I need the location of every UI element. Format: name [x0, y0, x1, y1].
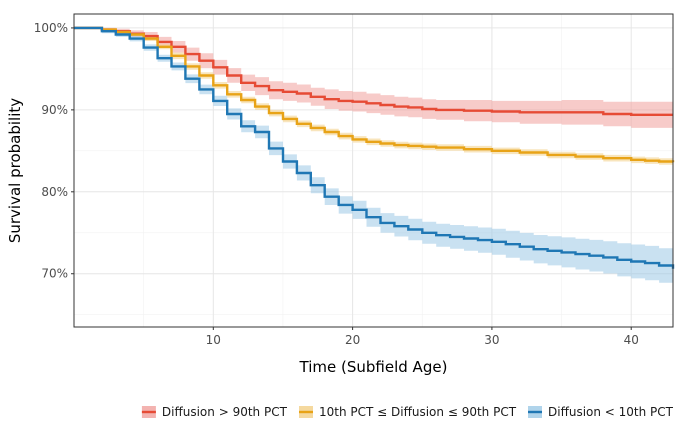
x-axis-title: Time (Subfield Age): [299, 358, 448, 376]
y-axis-title: Survival probability: [6, 98, 24, 243]
x-tick-label: 30: [484, 333, 499, 347]
legend-item-1: 10th PCT ≤ Diffusion ≤ 90th PCT: [299, 405, 517, 419]
x-tick-label: 10: [206, 333, 221, 347]
x-axis-ticks: 10 20 30 40: [206, 327, 639, 347]
y-tick-label: 90%: [41, 103, 68, 117]
y-axis-ticks: 70% 80% 90% 100%: [34, 21, 74, 281]
legend-label: 10th PCT ≤ Diffusion ≤ 90th PCT: [319, 405, 517, 419]
legend-item-2: Diffusion < 10th PCT: [528, 405, 674, 419]
confidence-band-2: [74, 27, 673, 287]
survival-line-1: [74, 26, 675, 163]
survival-line-0: [74, 26, 673, 116]
grid-lines: [74, 14, 673, 327]
legend-item-0: Diffusion > 90th PCT: [141, 405, 288, 419]
legend-label: Diffusion < 10th PCT: [548, 405, 674, 419]
x-tick-label: 40: [624, 333, 639, 347]
y-tick-label: 100%: [34, 21, 68, 35]
confidence-bands: [74, 27, 673, 287]
y-tick-label: 70%: [41, 267, 68, 281]
plot-panel-border: [73, 13, 674, 328]
confidence-band-0: [74, 27, 673, 130]
x-tick-label: 20: [345, 333, 360, 347]
legend: Diffusion > 90th PCT 10th PCT ≤ Diffusion…: [141, 405, 674, 419]
survival-curves: [74, 26, 675, 269]
legend-label: Diffusion > 90th PCT: [162, 405, 288, 419]
survival-line-2: [74, 26, 675, 269]
y-tick-label: 80%: [41, 185, 68, 199]
